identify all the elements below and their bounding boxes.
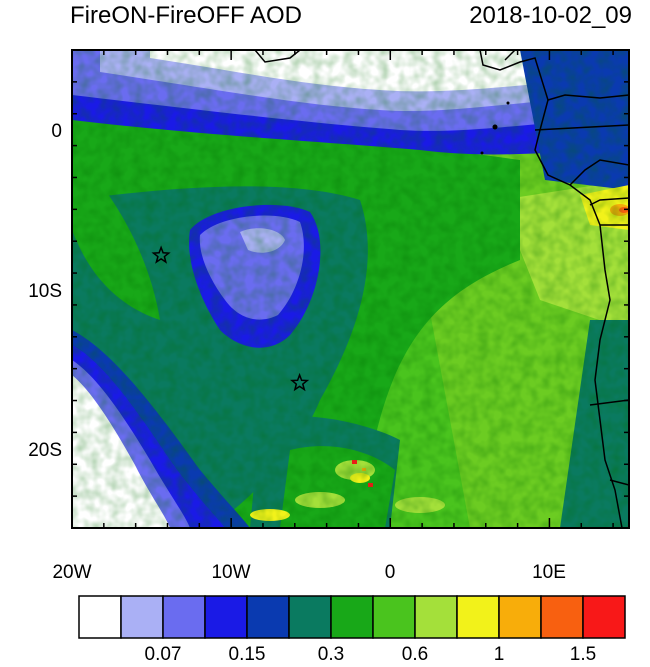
colorbar-label-2: 0.3: [318, 644, 344, 665]
colorbar-box-0: [78, 595, 122, 639]
y-tick-label-0: 0: [51, 121, 62, 142]
x-tick-label-1: 10W: [211, 562, 250, 583]
colorbar-label-4: 1: [494, 644, 505, 665]
islands: [480, 101, 510, 155]
plot-datetime: 2018-10-02_09: [469, 2, 632, 29]
colorbar-box-5: [288, 595, 332, 639]
colorbar-box-7: [372, 595, 416, 639]
axis-ticks: [71, 49, 629, 529]
x-tick-label-3: 10E: [532, 562, 566, 583]
station-markers: [151, 245, 310, 392]
colorbar-box-1: [120, 595, 164, 639]
x-tick-label-0: 20W: [52, 562, 91, 583]
colorbar-box-9: [456, 595, 500, 639]
star-marker-st-helena: [290, 372, 310, 392]
y-tick-label-1: 10S: [28, 281, 62, 302]
y-tick-label-2: 20S: [28, 440, 62, 461]
colorbar-label-3: 0.6: [402, 644, 428, 665]
colorbar-label-5: 1.5: [570, 644, 596, 665]
colorbar-box-2: [162, 595, 206, 639]
colorbar-box-10: [498, 595, 542, 639]
colorbar-box-8: [414, 595, 458, 639]
aod-field: [72, 50, 629, 528]
coastlines: [254, 50, 629, 528]
colorbar-label-0: 0.07: [145, 644, 182, 665]
plot-title: FireON-FireOFF AOD: [70, 2, 302, 29]
colorbar-box-12: [582, 595, 626, 639]
x-axis-labels: 20W 10W 0 10E: [52, 562, 565, 583]
colorbar-label-1: 0.15: [229, 644, 266, 665]
colorbar-box-4: [246, 595, 290, 639]
star-marker-ascension: [151, 245, 171, 264]
colorbar: 0.07 0.15 0.3 0.6 1 1.5: [78, 595, 626, 665]
map-frame: [71, 49, 630, 529]
colorbar-boxes: [78, 595, 626, 639]
y-axis-labels: 0 10S 20S: [28, 121, 62, 461]
x-tick-label-2: 0: [385, 562, 396, 583]
colorbar-box-3: [204, 595, 248, 639]
colorbar-box-6: [330, 595, 374, 639]
colorbar-box-11: [540, 595, 584, 639]
